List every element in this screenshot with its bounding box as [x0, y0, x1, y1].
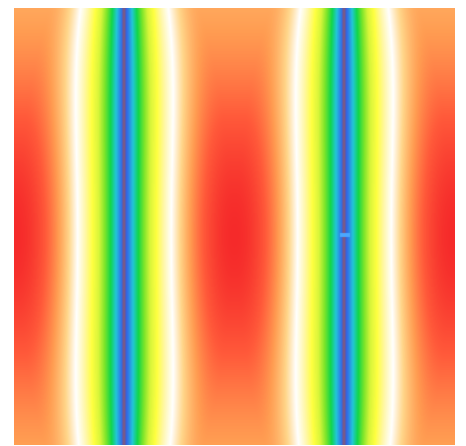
- heatmap-field: [14, 8, 455, 445]
